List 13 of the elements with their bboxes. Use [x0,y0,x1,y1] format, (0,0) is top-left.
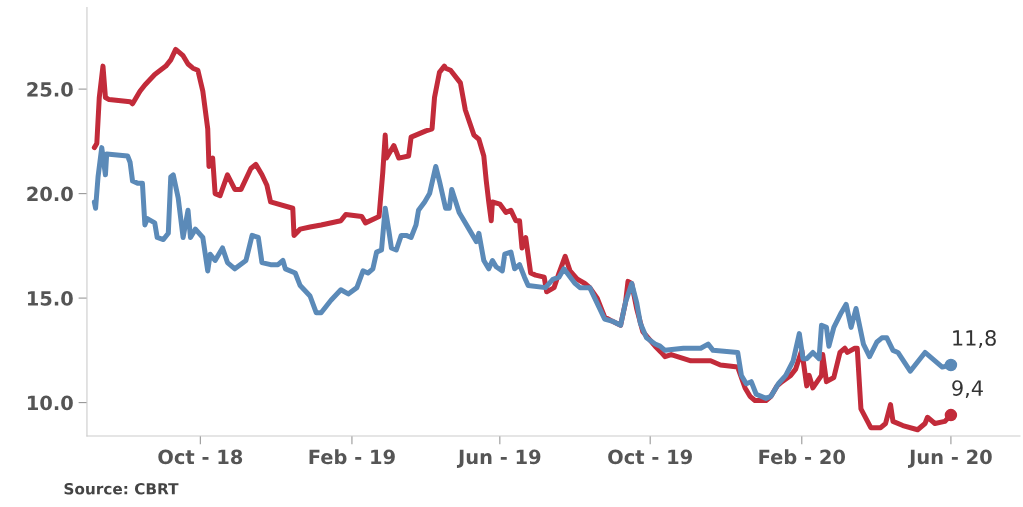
source-note: Source: CBRT [64,482,179,495]
x-tick-label: Jun - 20 [908,449,992,468]
y-tick-label: 15.0 [27,291,73,306]
x-tick-label: Jun - 19 [456,449,541,468]
x-tick-label: Feb - 19 [309,449,395,465]
x-tick-label: Feb - 20 [759,449,845,465]
y-tick-label: 25.0 [27,82,73,97]
annotation: 11,8 [953,330,996,348]
x-tick-label: Oct - 19 [608,449,692,465]
annotation: 9,4 [952,380,983,399]
x-tick-label: Oct - 18 [158,449,243,465]
y-tick-label: 10.0 [27,395,73,411]
y-tick-label: 20.0 [27,186,73,202]
